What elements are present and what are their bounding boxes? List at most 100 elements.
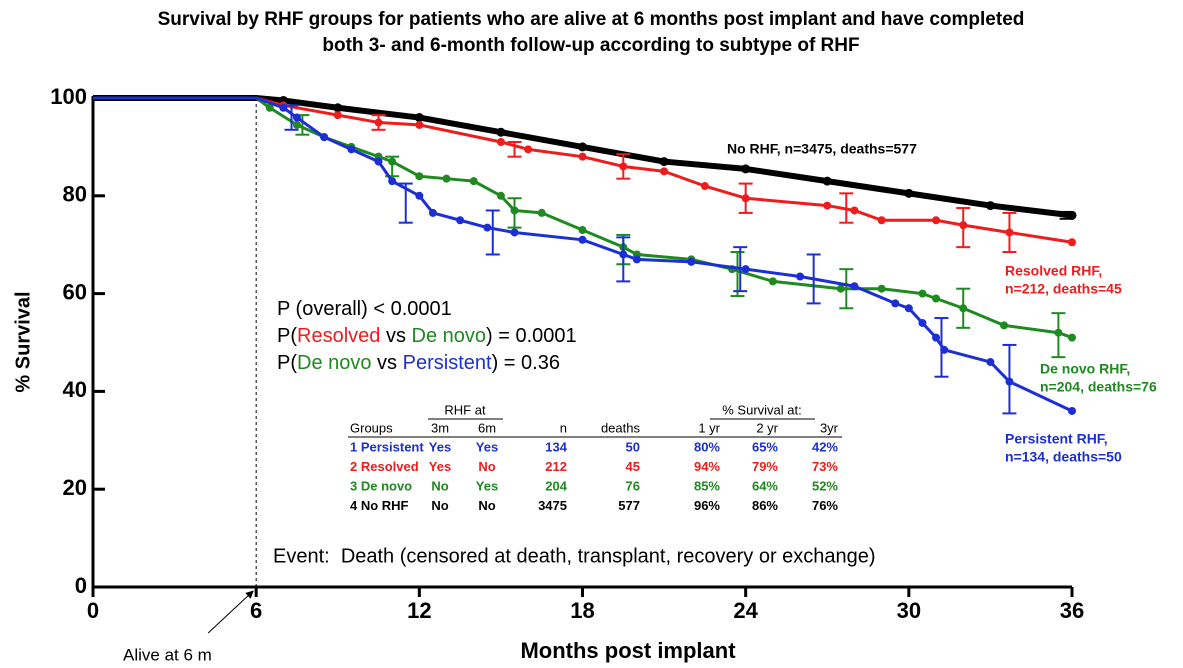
censor-dot: [687, 257, 696, 266]
censor-dot: [428, 208, 437, 217]
censor-dot: [414, 113, 424, 123]
p-value-part: De novo: [297, 352, 372, 374]
table-column-header: 2 yr: [756, 420, 778, 435]
censor-dot: [456, 216, 465, 225]
censor-dot: [741, 164, 751, 174]
censor-dot: [700, 182, 709, 191]
censor-dot: [904, 304, 913, 313]
table-cell: 212: [545, 459, 567, 474]
censor-dot: [578, 226, 587, 235]
censor-dot: [850, 282, 859, 291]
table-cell: 42%: [812, 439, 838, 454]
table-cell: 85%: [694, 478, 720, 493]
table-column-header: 1 yr: [698, 420, 720, 435]
p-value-part: vs: [380, 325, 411, 347]
table-cell: 76: [626, 478, 640, 493]
censor-dot: [632, 255, 641, 264]
censor-dot: [578, 152, 587, 161]
table-cell: 3475: [538, 498, 567, 513]
censor-dot: [822, 176, 832, 186]
censor-dot: [891, 299, 900, 308]
p-value-part: Persistent: [403, 352, 492, 374]
censor-dot: [265, 103, 274, 112]
curve-label: Persistent RHF,: [1005, 431, 1108, 447]
table-cell: 64%: [752, 478, 778, 493]
censor-dot: [932, 294, 941, 303]
curve-label: Resolved RHF,: [1005, 263, 1102, 279]
p-value: P(De novo vs Persistent) = 0.36: [277, 352, 560, 374]
censor-dot: [986, 358, 995, 367]
event-note: Event: Death (censored at death, transpl…: [273, 545, 876, 567]
censor-dot: [1000, 321, 1009, 330]
censor-dot: [741, 265, 750, 274]
p-value-part: De novo: [412, 325, 487, 347]
x-tick-label: 6: [250, 598, 262, 623]
censor-dot: [985, 201, 995, 211]
censor-dot: [796, 272, 805, 281]
censor-dot: [659, 157, 669, 167]
table-cell: 50: [626, 439, 640, 454]
x-axis-label: Months post implant: [520, 638, 736, 663]
x-tick-label: 24: [733, 598, 758, 623]
censor-dot: [1067, 210, 1077, 220]
censor-dot: [578, 142, 587, 152]
table-cell: Yes: [429, 439, 451, 454]
table-cell: 79%: [752, 459, 778, 474]
table-cell: No: [478, 498, 495, 513]
survival-curve: [93, 96, 1073, 413]
table-cell: No: [478, 459, 495, 474]
p-value-part: ) = 0.36: [492, 352, 560, 374]
censor-dot: [347, 145, 356, 154]
curve-label: n=134, deaths=50: [1005, 449, 1122, 465]
y-tick-label: 20: [63, 475, 87, 500]
censor-dot: [496, 127, 506, 137]
censor-dot: [918, 318, 927, 327]
censor-dot: [292, 120, 301, 129]
table-cell: 80%: [694, 439, 720, 454]
censor-dot: [768, 277, 777, 286]
y-axis-label: % Survival: [12, 291, 34, 392]
x-tick-label: 18: [570, 598, 594, 623]
censor-dot: [850, 206, 859, 215]
table-column-header: Groups: [350, 420, 393, 435]
table-cell: 52%: [812, 478, 838, 493]
y-tick-label: 100: [50, 84, 87, 109]
censor-dot: [415, 172, 424, 181]
table-column-header: deaths: [601, 420, 641, 435]
table-cell: 3 De novo: [350, 478, 412, 493]
censor-dot: [442, 174, 451, 183]
x-tick-label: 0: [87, 598, 99, 623]
table-column-header: n: [560, 420, 567, 435]
p-value-part: vs: [372, 352, 403, 374]
table-cell: 65%: [752, 439, 778, 454]
censor-dot: [537, 208, 546, 217]
p-value-part: P(: [277, 325, 297, 347]
censor-dot: [660, 167, 669, 176]
marker-note: Alive at 6 m: [123, 645, 212, 664]
survival-curve: [93, 96, 1073, 244]
censor-dot: [932, 216, 941, 225]
curve-label: n=212, deaths=45: [1005, 281, 1122, 297]
table-cell: 76%: [812, 498, 838, 513]
curve-label: No RHF, n=3475, deaths=577: [727, 141, 917, 157]
censor-dot: [320, 133, 329, 142]
censor-dot: [578, 235, 587, 244]
table-cell: 1 Persistent: [350, 439, 424, 454]
table-cell: 94%: [694, 459, 720, 474]
censor-dot: [918, 289, 927, 298]
censor-dot: [823, 201, 832, 210]
censor-dot: [510, 228, 519, 237]
table-column-header: 3m: [431, 420, 449, 435]
marker-arrow: [207, 590, 254, 634]
censor-dot: [904, 188, 914, 198]
table-cell: 4 No RHF: [350, 498, 409, 513]
chart-title: both 3- and 6-month follow-up according …: [322, 35, 859, 56]
curve-label: De novo RHF,: [1040, 361, 1130, 377]
p-value-part: ) = 0.0001: [486, 325, 577, 347]
censor-dot: [496, 138, 505, 147]
censor-dot: [333, 111, 342, 120]
table-cell: 2 Resolved: [350, 459, 419, 474]
censor-dot: [483, 223, 492, 232]
censor-dot: [333, 103, 343, 113]
table-cell: Yes: [476, 478, 498, 493]
